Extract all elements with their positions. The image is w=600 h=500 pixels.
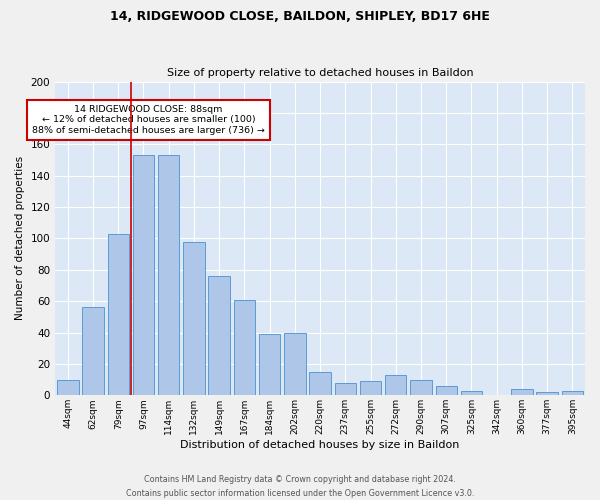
Bar	[233, 300, 255, 396]
Text: Contains HM Land Registry data © Crown copyright and database right 2024.
Contai: Contains HM Land Registry data © Crown c…	[126, 476, 474, 498]
Bar	[284, 332, 305, 396]
Bar	[183, 242, 205, 396]
Text: 14 RIDGEWOOD CLOSE: 88sqm
← 12% of detached houses are smaller (100)
88% of semi: 14 RIDGEWOOD CLOSE: 88sqm ← 12% of detac…	[32, 105, 265, 135]
Bar	[335, 382, 356, 396]
Bar	[82, 308, 104, 396]
Bar	[562, 390, 583, 396]
Bar	[259, 334, 280, 396]
Bar	[57, 380, 79, 396]
Title: Size of property relative to detached houses in Baildon: Size of property relative to detached ho…	[167, 68, 473, 78]
Bar	[133, 156, 154, 396]
Bar	[436, 386, 457, 396]
Y-axis label: Number of detached properties: Number of detached properties	[15, 156, 25, 320]
X-axis label: Distribution of detached houses by size in Baildon: Distribution of detached houses by size …	[181, 440, 460, 450]
Bar	[385, 375, 406, 396]
Bar	[410, 380, 432, 396]
Bar	[208, 276, 230, 396]
Bar	[536, 392, 558, 396]
Text: 14, RIDGEWOOD CLOSE, BAILDON, SHIPLEY, BD17 6HE: 14, RIDGEWOOD CLOSE, BAILDON, SHIPLEY, B…	[110, 10, 490, 23]
Bar	[158, 156, 179, 396]
Bar	[310, 372, 331, 396]
Bar	[107, 234, 129, 396]
Bar	[461, 390, 482, 396]
Bar	[360, 381, 381, 396]
Bar	[511, 389, 533, 396]
